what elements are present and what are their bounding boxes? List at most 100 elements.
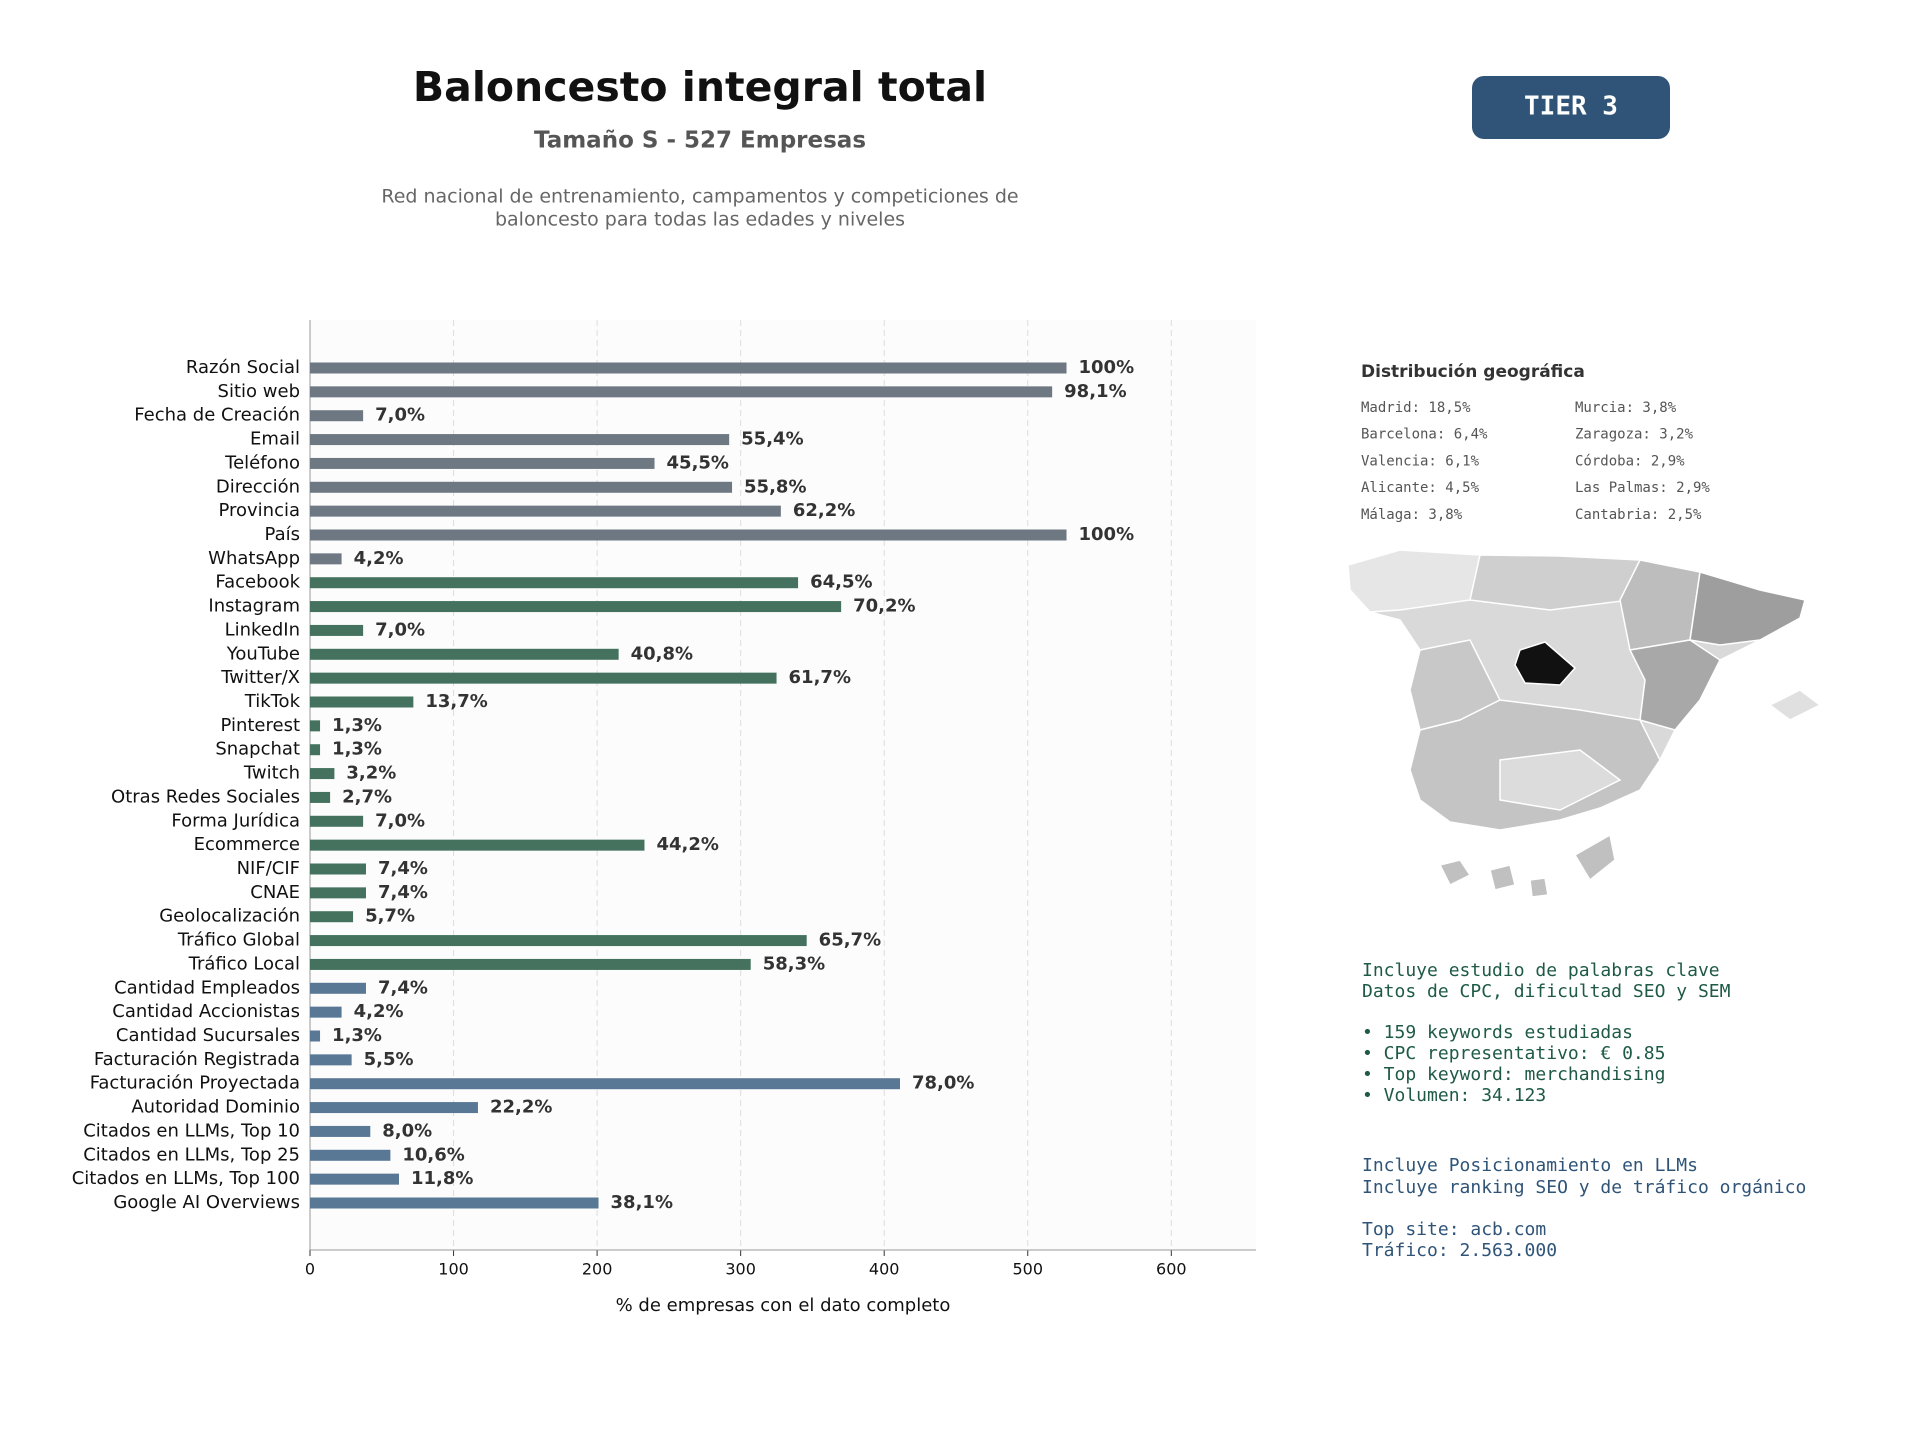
description: baloncesto para todas las edades y nivel…	[495, 209, 905, 231]
value-label: 61,7%	[789, 667, 851, 688]
y-tick-label: Otras Redes Sociales	[111, 786, 300, 807]
x-tick-label: 500	[1012, 1260, 1043, 1279]
value-label: 70,2%	[853, 596, 915, 617]
y-tick-label: Cantidad Sucursales	[116, 1025, 300, 1046]
y-tick-label: YouTube	[226, 643, 300, 664]
llm-note: Incluye Posicionamiento en LLMs	[1362, 1155, 1698, 1176]
bar	[310, 1125, 371, 1137]
y-tick-label: País	[265, 524, 300, 545]
value-label: 4,2%	[354, 1001, 404, 1022]
bar	[310, 1078, 900, 1090]
y-tick-label: CNAE	[250, 882, 300, 903]
y-tick-label: Tráfico Global	[177, 930, 300, 951]
y-tick-label: Provincia	[218, 500, 300, 521]
map	[1347, 549, 1822, 898]
bar	[310, 672, 777, 684]
value-label: 7,0%	[375, 619, 425, 640]
value-label: 65,7%	[819, 930, 881, 951]
bar	[310, 577, 799, 589]
value-label: 62,2%	[793, 500, 855, 521]
x-tick-label: 100	[438, 1260, 469, 1279]
value-label: 5,5%	[364, 1049, 414, 1070]
value-label: 2,7%	[342, 786, 392, 807]
bar	[310, 529, 1067, 541]
bar	[310, 958, 751, 970]
y-tick-label: Dirección	[216, 476, 300, 497]
llm-note: Incluye ranking SEO y de tráfico orgánic…	[1362, 1177, 1806, 1198]
bar	[310, 386, 1053, 398]
keyword-note: • 159 keywords estudiadas	[1362, 1022, 1633, 1043]
y-tick-label: Facturación Registrada	[94, 1049, 300, 1070]
bar	[310, 791, 331, 803]
description: Red nacional de entrenamiento, campament…	[381, 186, 1018, 208]
value-label: 8,0%	[382, 1120, 432, 1141]
bar	[310, 863, 366, 875]
bar	[310, 648, 619, 660]
y-tick-label: Cantidad Accionistas	[112, 1001, 300, 1022]
bar	[310, 362, 1067, 374]
y-tick-label: Google AI Overviews	[113, 1192, 300, 1213]
y-tick-label: Citados en LLMs, Top 100	[72, 1168, 300, 1189]
bar	[310, 410, 364, 422]
value-label: 38,1%	[611, 1192, 673, 1213]
bar	[310, 434, 730, 446]
y-tick-label: Instagram	[208, 596, 300, 617]
y-tick-label: Twitch	[243, 763, 300, 784]
value-label: 64,5%	[810, 572, 872, 593]
llm-note: Top site: acb.com	[1362, 1219, 1546, 1240]
y-tick-label: Autoridad Dominio	[131, 1097, 300, 1118]
bar	[310, 839, 645, 851]
value-label: 45,5%	[667, 452, 729, 473]
badge	[1472, 76, 1670, 139]
y-tick-label: WhatsApp	[208, 548, 300, 569]
geo-item: Las Palmas: 2,9%	[1575, 480, 1710, 496]
value-label: 1,3%	[332, 739, 382, 760]
subtitle: Tamaño S - 527 Empresas	[534, 128, 866, 154]
y-tick-label: Citados en LLMs, Top 25	[83, 1144, 300, 1165]
value-label: 22,2%	[490, 1097, 552, 1118]
y-tick-label: Razón Social	[186, 357, 300, 378]
y-tick-label: Geolocalización	[159, 906, 300, 927]
plot-area	[310, 320, 1256, 1250]
value-label: 58,3%	[763, 953, 825, 974]
geo-item: Zaragoza: 3,2%	[1575, 427, 1694, 443]
y-tick-label: Citados en LLMs, Top 10	[83, 1120, 300, 1141]
value-label: 1,3%	[332, 715, 382, 736]
geo-item: Murcia: 3,8%	[1575, 400, 1677, 416]
x-tick-label: 600	[1156, 1260, 1187, 1279]
geo-item: Córdoba: 2,9%	[1575, 453, 1685, 469]
chart-title: Baloncesto integral total	[413, 63, 987, 111]
bar	[310, 481, 733, 493]
value-label: 40,8%	[631, 643, 693, 664]
keyword-note: • CPC representativo: € 0.85	[1362, 1043, 1665, 1064]
bar	[310, 553, 342, 565]
value-label: 7,0%	[375, 405, 425, 426]
value-label: 5,7%	[365, 906, 415, 927]
y-tick-label: Facebook	[215, 572, 300, 593]
geo-item: Málaga: 3,8%	[1361, 507, 1463, 523]
geo-item: Valencia: 6,1%	[1361, 453, 1480, 469]
bar	[310, 720, 321, 732]
geo-item: Madrid: 18,5%	[1361, 400, 1471, 416]
value-label: 100%	[1079, 357, 1135, 378]
geo-title: Distribución geográfica	[1361, 362, 1585, 382]
value-label: 3,2%	[346, 763, 396, 784]
bar	[310, 696, 414, 708]
bar	[310, 982, 366, 994]
y-tick-label: Tráfico Local	[188, 953, 300, 974]
y-tick-label: Ecommerce	[194, 834, 300, 855]
y-tick-label: Twitter/X	[220, 667, 300, 688]
keyword-note: • Top keyword: merchandising	[1362, 1064, 1665, 1085]
value-label: 55,8%	[744, 476, 806, 497]
y-tick-label: Forma Jurídica	[171, 810, 300, 831]
value-label: 1,3%	[332, 1025, 382, 1046]
bar	[310, 815, 364, 827]
value-label: 7,4%	[378, 858, 428, 879]
bar	[310, 1054, 352, 1066]
bar	[310, 601, 842, 613]
bar	[310, 744, 321, 756]
bar	[310, 1197, 599, 1209]
value-label: 55,4%	[741, 429, 803, 450]
badge-text: TIER 3	[1524, 92, 1618, 122]
